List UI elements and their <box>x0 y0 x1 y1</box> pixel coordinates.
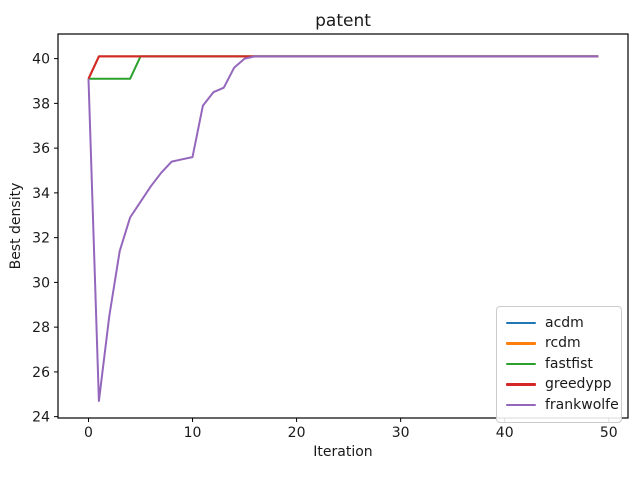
x-tick-label: 10 <box>184 425 202 441</box>
legend-line-swatch <box>506 362 536 365</box>
y-tick-label: 24 <box>32 410 50 426</box>
y-tick-label: 28 <box>32 320 50 336</box>
axes-frame <box>57 33 629 419</box>
series-line-acdm <box>87 55 599 80</box>
y-tick-label: 40 <box>32 52 50 68</box>
legend-line-swatch <box>506 383 536 386</box>
legend-item-acdm: acdm <box>506 314 612 332</box>
legend: acdm rcdm fastfist greedypp frankwolfe <box>496 306 622 423</box>
legend-item-greedypp: greedypp <box>506 376 612 394</box>
y-tick-label: 36 <box>32 141 50 157</box>
legend-item-fastfist: fastfist <box>506 355 612 373</box>
x-tick-label: 0 <box>84 425 93 441</box>
legend-label: rcdm <box>545 335 581 352</box>
x-tick-label: 40 <box>496 425 514 441</box>
legend-item-rcdm: rcdm <box>506 335 612 353</box>
series-line-greedypp <box>87 55 599 80</box>
y-axis-label: Best density <box>8 182 24 270</box>
x-axis-label: Iteration <box>313 444 373 460</box>
y-tick-label: 34 <box>32 186 50 202</box>
legend-label: acdm <box>545 314 584 331</box>
y-tick-label: 32 <box>32 231 50 247</box>
legend-line-swatch <box>506 321 536 324</box>
y-tick-label: 38 <box>32 96 50 112</box>
chart-title: patent <box>315 11 371 31</box>
legend-label: frankwolfe <box>545 396 619 413</box>
legend-label: fastfist <box>545 355 593 372</box>
series-line-frankwolfe <box>87 55 599 402</box>
legend-item-frankwolfe: frankwolfe <box>506 396 619 414</box>
x-tick-label: 50 <box>600 425 618 441</box>
series-line-fastfist <box>88 55 599 80</box>
x-tick-label: 20 <box>288 425 306 441</box>
series-line-rcdm <box>87 55 599 80</box>
y-tick-label: 26 <box>32 365 50 381</box>
y-tick-label: 30 <box>32 275 50 291</box>
legend-label: greedypp <box>545 376 612 393</box>
x-tick-label: 30 <box>392 425 410 441</box>
legend-line-swatch <box>506 342 536 345</box>
legend-line-swatch <box>506 403 536 406</box>
